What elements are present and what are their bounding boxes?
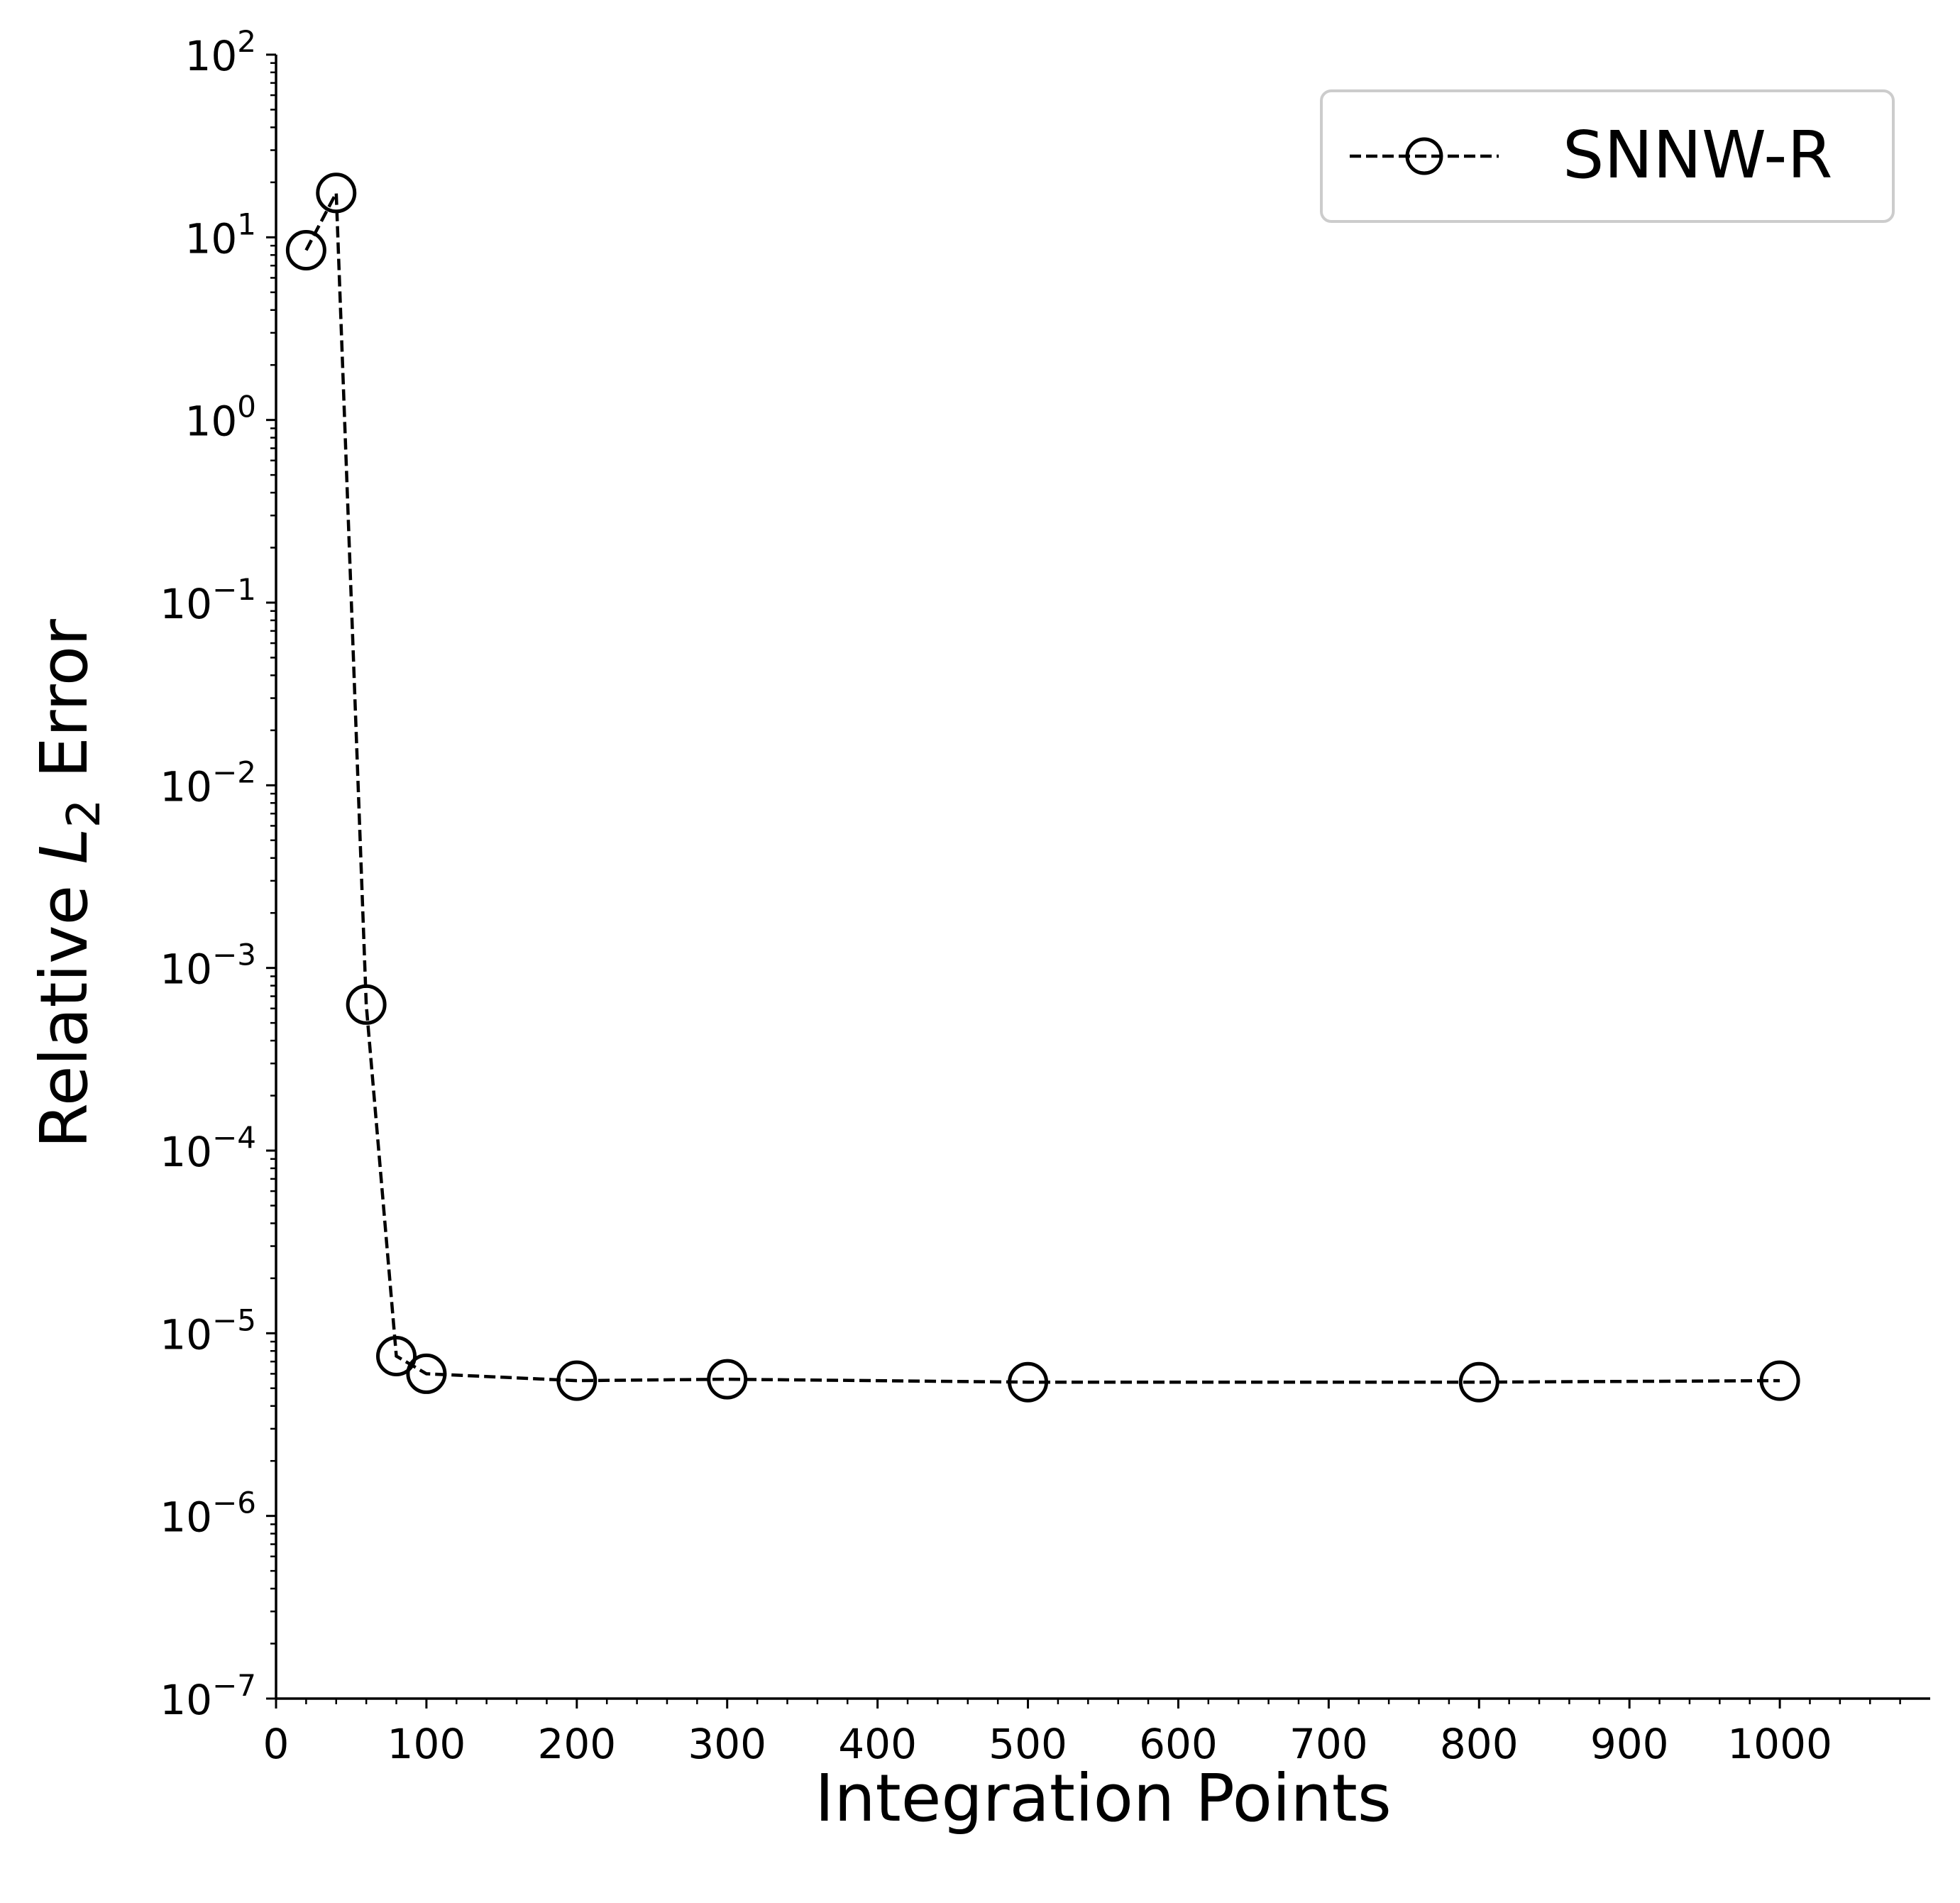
y-tick-label: 10−6 — [160, 1486, 256, 1542]
x-tick-label: 300 — [688, 1720, 766, 1768]
y-tick-label: 10−3 — [160, 938, 256, 994]
y-tick-exponent: −2 — [212, 755, 256, 789]
y-tick-exponent: −4 — [212, 1120, 256, 1155]
data-point — [346, 984, 387, 1025]
x-tick-label: 100 — [387, 1720, 466, 1768]
x-tick-label: 600 — [1139, 1720, 1218, 1768]
series-layer — [285, 172, 1800, 1403]
y-tick-base: 10 — [160, 945, 212, 994]
x-tick-label: 800 — [1440, 1720, 1519, 1768]
legend: SNNW-R — [1320, 89, 1895, 223]
series-line — [304, 187, 1780, 1384]
legend-frame — [1320, 89, 1895, 223]
y-tick-base: 10 — [160, 1128, 212, 1176]
x-tick-label: 700 — [1289, 1720, 1368, 1768]
y-tick-label: 10−1 — [160, 572, 256, 628]
data-point — [707, 1359, 748, 1400]
y-tick-exponent: −6 — [212, 1486, 256, 1520]
x-tick-label: 0 — [263, 1720, 290, 1768]
x-tick-label: 1000 — [1727, 1720, 1832, 1768]
data-point — [1759, 1360, 1800, 1401]
data-point — [285, 229, 326, 270]
y-tick-exponent: −1 — [212, 572, 256, 607]
y-tick-base: 10 — [185, 214, 237, 263]
x-tick-label: 400 — [838, 1720, 917, 1768]
y-axis-title-symbol: L — [26, 828, 102, 864]
y-axis-title-suffix: Error — [26, 619, 102, 799]
y-tick-base: 10 — [160, 1676, 212, 1724]
data-point — [376, 1335, 417, 1376]
tick-labels: 0 100 200 300 400 500 600 700 800 900 100010210110… — [160, 24, 1832, 1768]
minor-ticks — [270, 62, 1901, 1704]
data-point — [1008, 1361, 1049, 1403]
y-tick-label: 102 — [185, 24, 256, 80]
x-tick-label: 200 — [537, 1720, 616, 1768]
y-tick-base: 10 — [160, 1310, 212, 1359]
y-tick-exponent: −3 — [212, 938, 256, 972]
y-tick-exponent: 0 — [237, 390, 256, 424]
y-tick-label: 10−2 — [160, 755, 256, 811]
y-tick-label: 10−4 — [160, 1120, 256, 1176]
legend-label: SNNW-R — [1563, 117, 1832, 193]
data-point — [556, 1360, 598, 1401]
y-tick-base: 10 — [185, 397, 237, 446]
major-ticks — [266, 53, 1781, 1709]
y-tick-exponent: 1 — [237, 207, 256, 241]
y-tick-label: 100 — [185, 390, 256, 446]
y-tick-label: 10−7 — [160, 1668, 256, 1724]
y-tick-base: 10 — [160, 1493, 212, 1542]
x-axis-title: Integration Points — [815, 1760, 1392, 1836]
data-point — [316, 172, 357, 214]
y-axis-title-subscript: 2 — [58, 799, 111, 828]
y-tick-exponent: −5 — [212, 1303, 256, 1337]
y-axis-title: Relative L2 Error — [26, 619, 111, 1148]
y-axis-title-prefix: Relative — [26, 865, 102, 1148]
y-tick-base: 10 — [185, 32, 237, 80]
x-tick-label: 900 — [1590, 1720, 1669, 1768]
legend-marker-sample — [1405, 137, 1443, 175]
y-tick-label: 101 — [185, 207, 256, 263]
y-tick-base: 10 — [160, 762, 212, 811]
y-tick-exponent: 2 — [237, 24, 256, 59]
data-point — [406, 1353, 447, 1394]
y-tick-label: 10−5 — [160, 1303, 256, 1359]
data-point — [1458, 1361, 1499, 1403]
x-tick-label: 500 — [989, 1720, 1067, 1768]
y-tick-exponent: −7 — [212, 1668, 256, 1703]
y-tick-base: 10 — [160, 580, 212, 628]
